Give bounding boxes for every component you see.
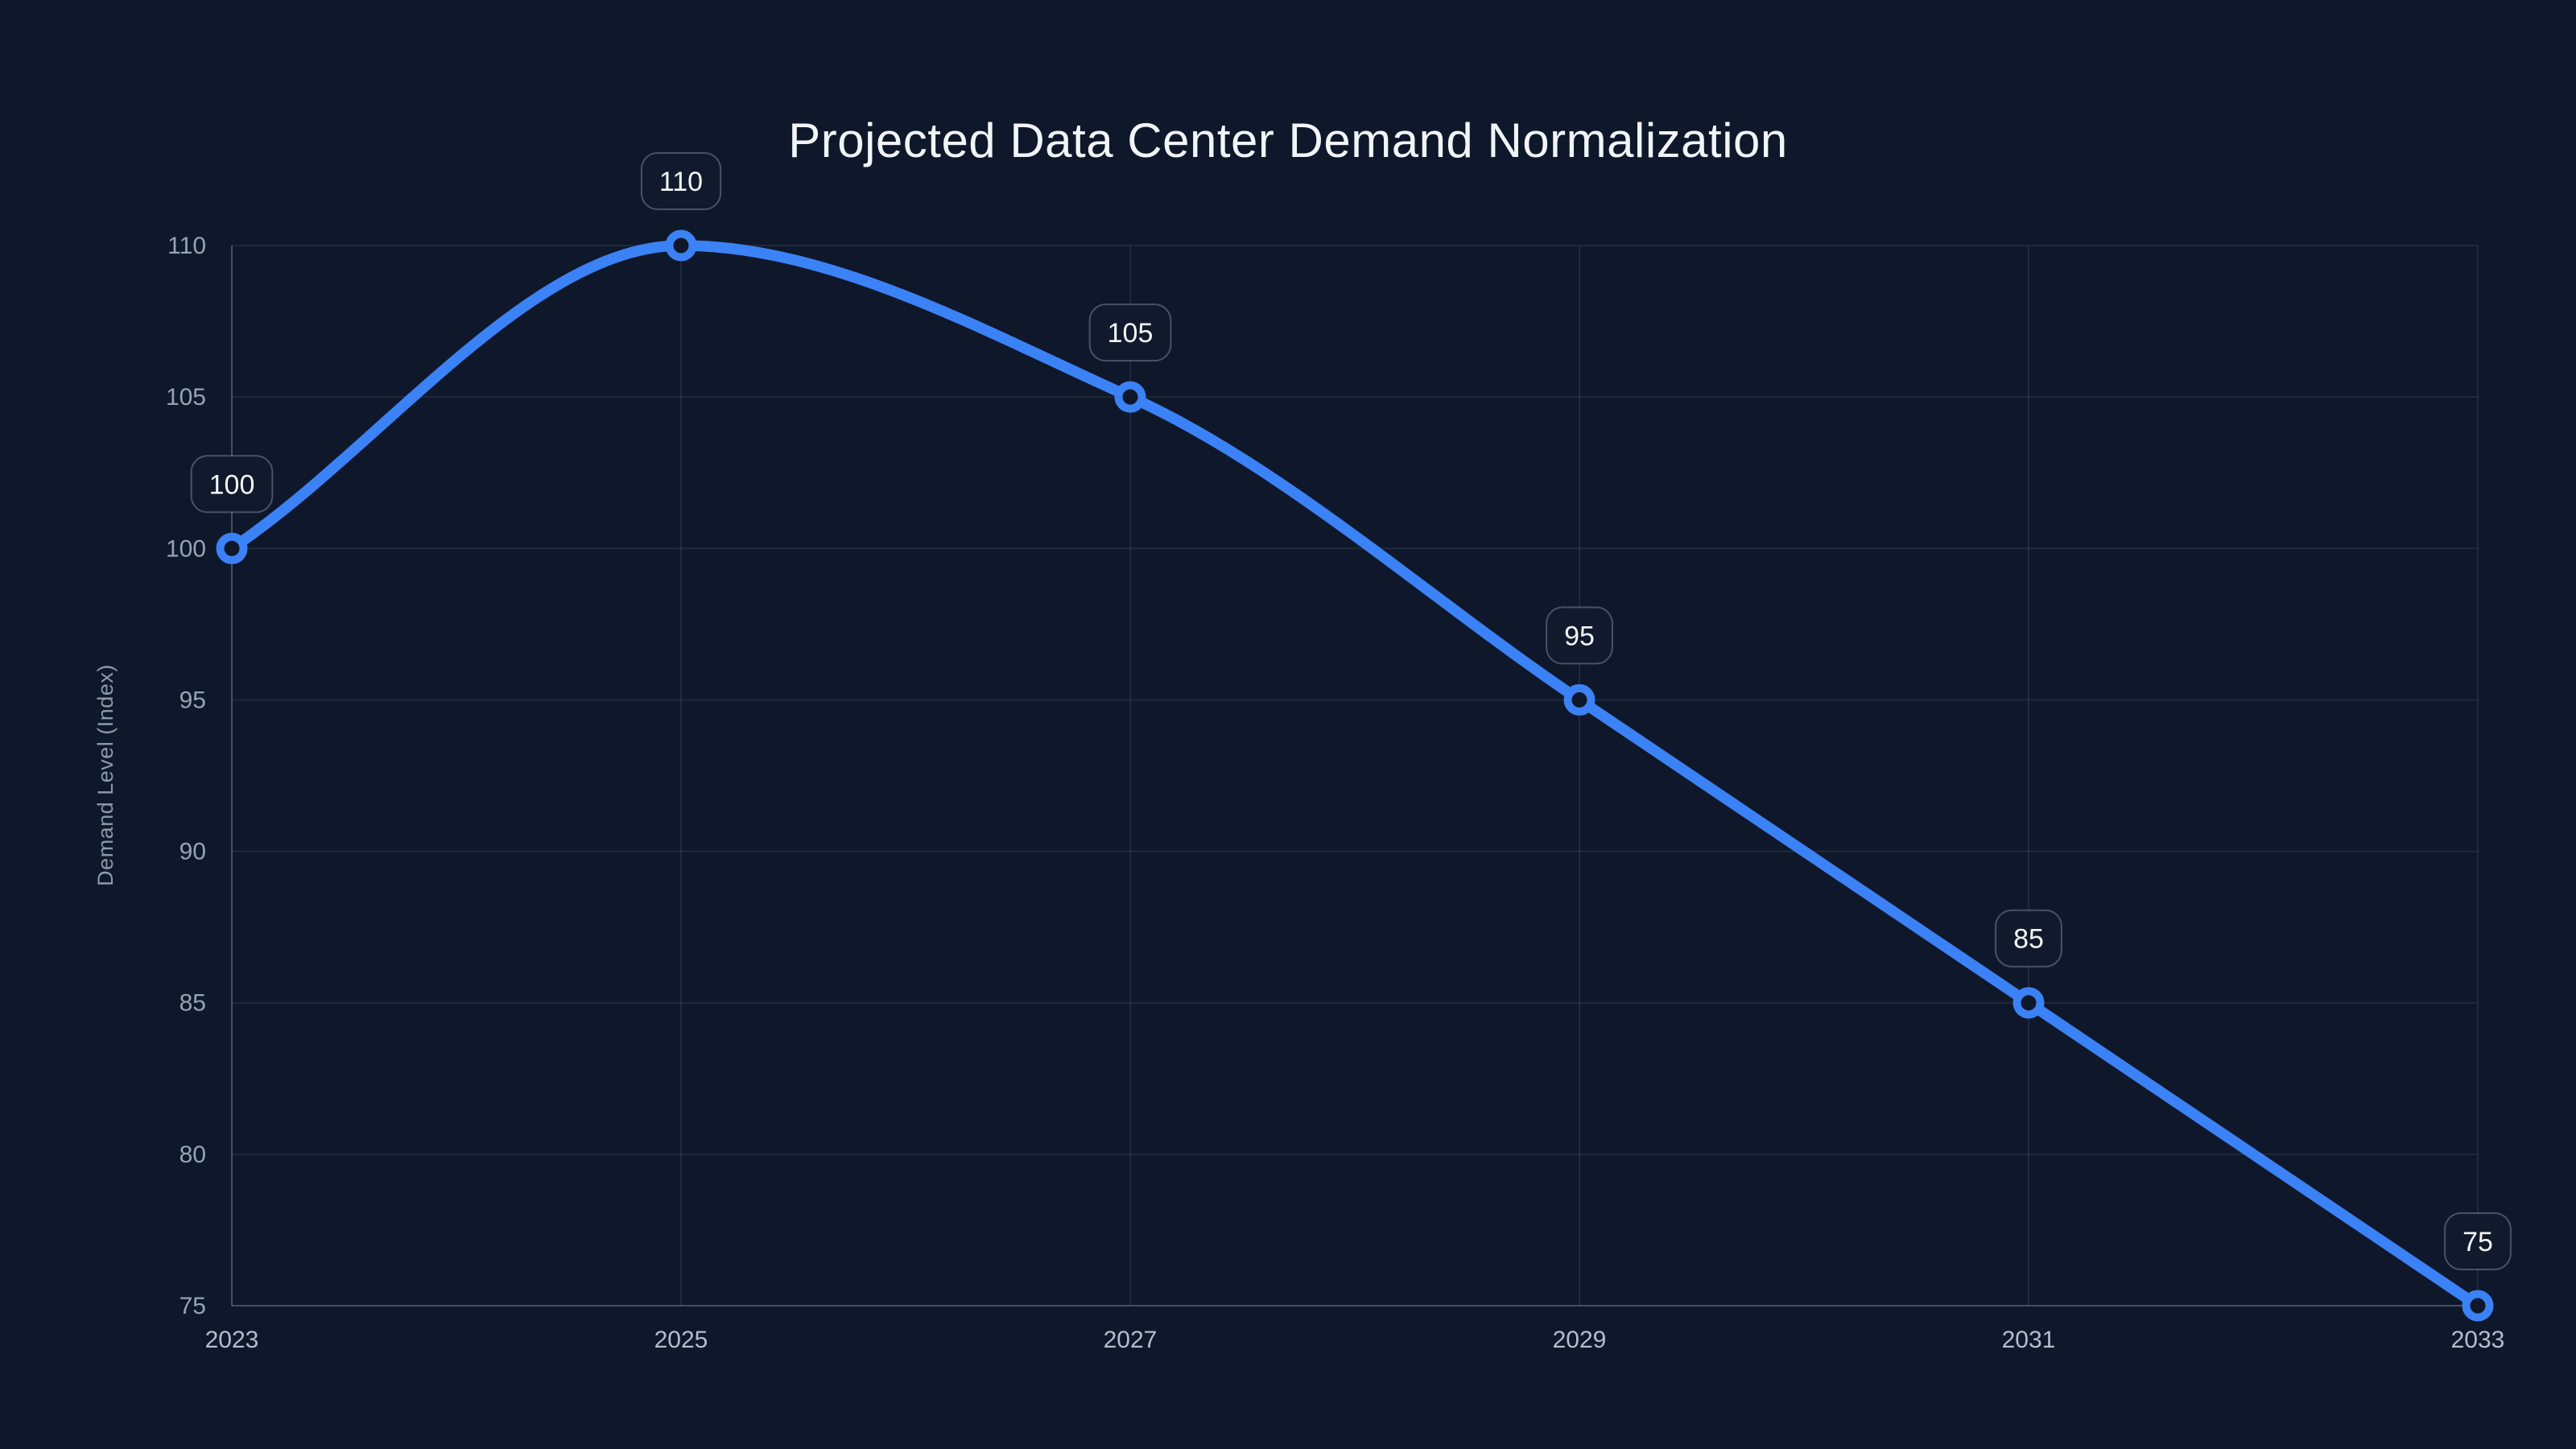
data-point-label-text: 100 bbox=[209, 469, 255, 500]
data-point-markers bbox=[216, 229, 2494, 1322]
x-tick-label: 2027 bbox=[1104, 1327, 1158, 1353]
data-point-label: 100 bbox=[190, 455, 274, 514]
y-tick-label: 95 bbox=[180, 687, 206, 713]
data-point-label: 75 bbox=[2444, 1212, 2512, 1270]
y-tick-label: 75 bbox=[180, 1293, 206, 1319]
data-point-label-text: 110 bbox=[659, 167, 703, 197]
y-tick-label: 105 bbox=[166, 384, 206, 411]
data-point-labels: 100 110 105 95 85 75 bbox=[190, 152, 2512, 1270]
y-axis-tick-labels: 75 80 85 90 95 100 105 110 bbox=[166, 233, 206, 1319]
y-tick-label: 85 bbox=[180, 990, 206, 1017]
y-tick-label: 100 bbox=[166, 535, 206, 562]
data-point-marker[interactable] bbox=[1563, 683, 1596, 716]
data-point-label: 85 bbox=[1995, 909, 2062, 968]
data-point-marker[interactable] bbox=[216, 532, 248, 564]
data-point-label-text: 105 bbox=[1108, 318, 1154, 349]
data-point-label: 110 bbox=[640, 152, 722, 210]
data-point-label-bubble bbox=[1546, 606, 1613, 665]
y-tick-label: 80 bbox=[180, 1141, 206, 1168]
gridlines bbox=[231, 245, 2479, 1307]
data-point-marker[interactable] bbox=[1114, 381, 1146, 413]
data-point-label-bubble bbox=[1088, 303, 1172, 362]
y-tick-label: 110 bbox=[167, 233, 206, 259]
axis-lines bbox=[231, 246, 2478, 1307]
data-point-label-bubble bbox=[2444, 1212, 2512, 1270]
x-tick-label: 2033 bbox=[2451, 1327, 2505, 1353]
chart-title: Projected Data Center Demand Normalizati… bbox=[788, 114, 1788, 167]
data-point-label-bubble bbox=[640, 152, 722, 210]
data-point-label: 95 bbox=[1546, 606, 1613, 665]
data-point-label-text: 85 bbox=[2013, 924, 2044, 955]
data-point-label-bubble bbox=[1995, 909, 2062, 968]
x-tick-label: 2025 bbox=[654, 1327, 708, 1353]
y-tick-label: 90 bbox=[180, 839, 206, 865]
line-series-path bbox=[226, 240, 2483, 1311]
data-point-marker[interactable] bbox=[665, 229, 697, 262]
x-tick-label: 2029 bbox=[1553, 1327, 1607, 1353]
data-point-label-text: 95 bbox=[1564, 621, 1595, 651]
data-point-label: 105 bbox=[1088, 303, 1172, 362]
x-tick-label: 2023 bbox=[205, 1327, 259, 1353]
data-point-label-bubble bbox=[190, 455, 274, 514]
x-axis-tick-labels: 2023 2025 2027 2029 2031 2033 bbox=[205, 1327, 2505, 1353]
y-axis-title: Demand Level (Index) bbox=[93, 664, 118, 886]
data-point-marker[interactable] bbox=[2462, 1290, 2494, 1322]
data-point-label-text: 75 bbox=[2462, 1227, 2493, 1257]
x-tick-label: 2031 bbox=[2002, 1327, 2056, 1353]
data-point-marker[interactable] bbox=[2013, 987, 2045, 1019]
